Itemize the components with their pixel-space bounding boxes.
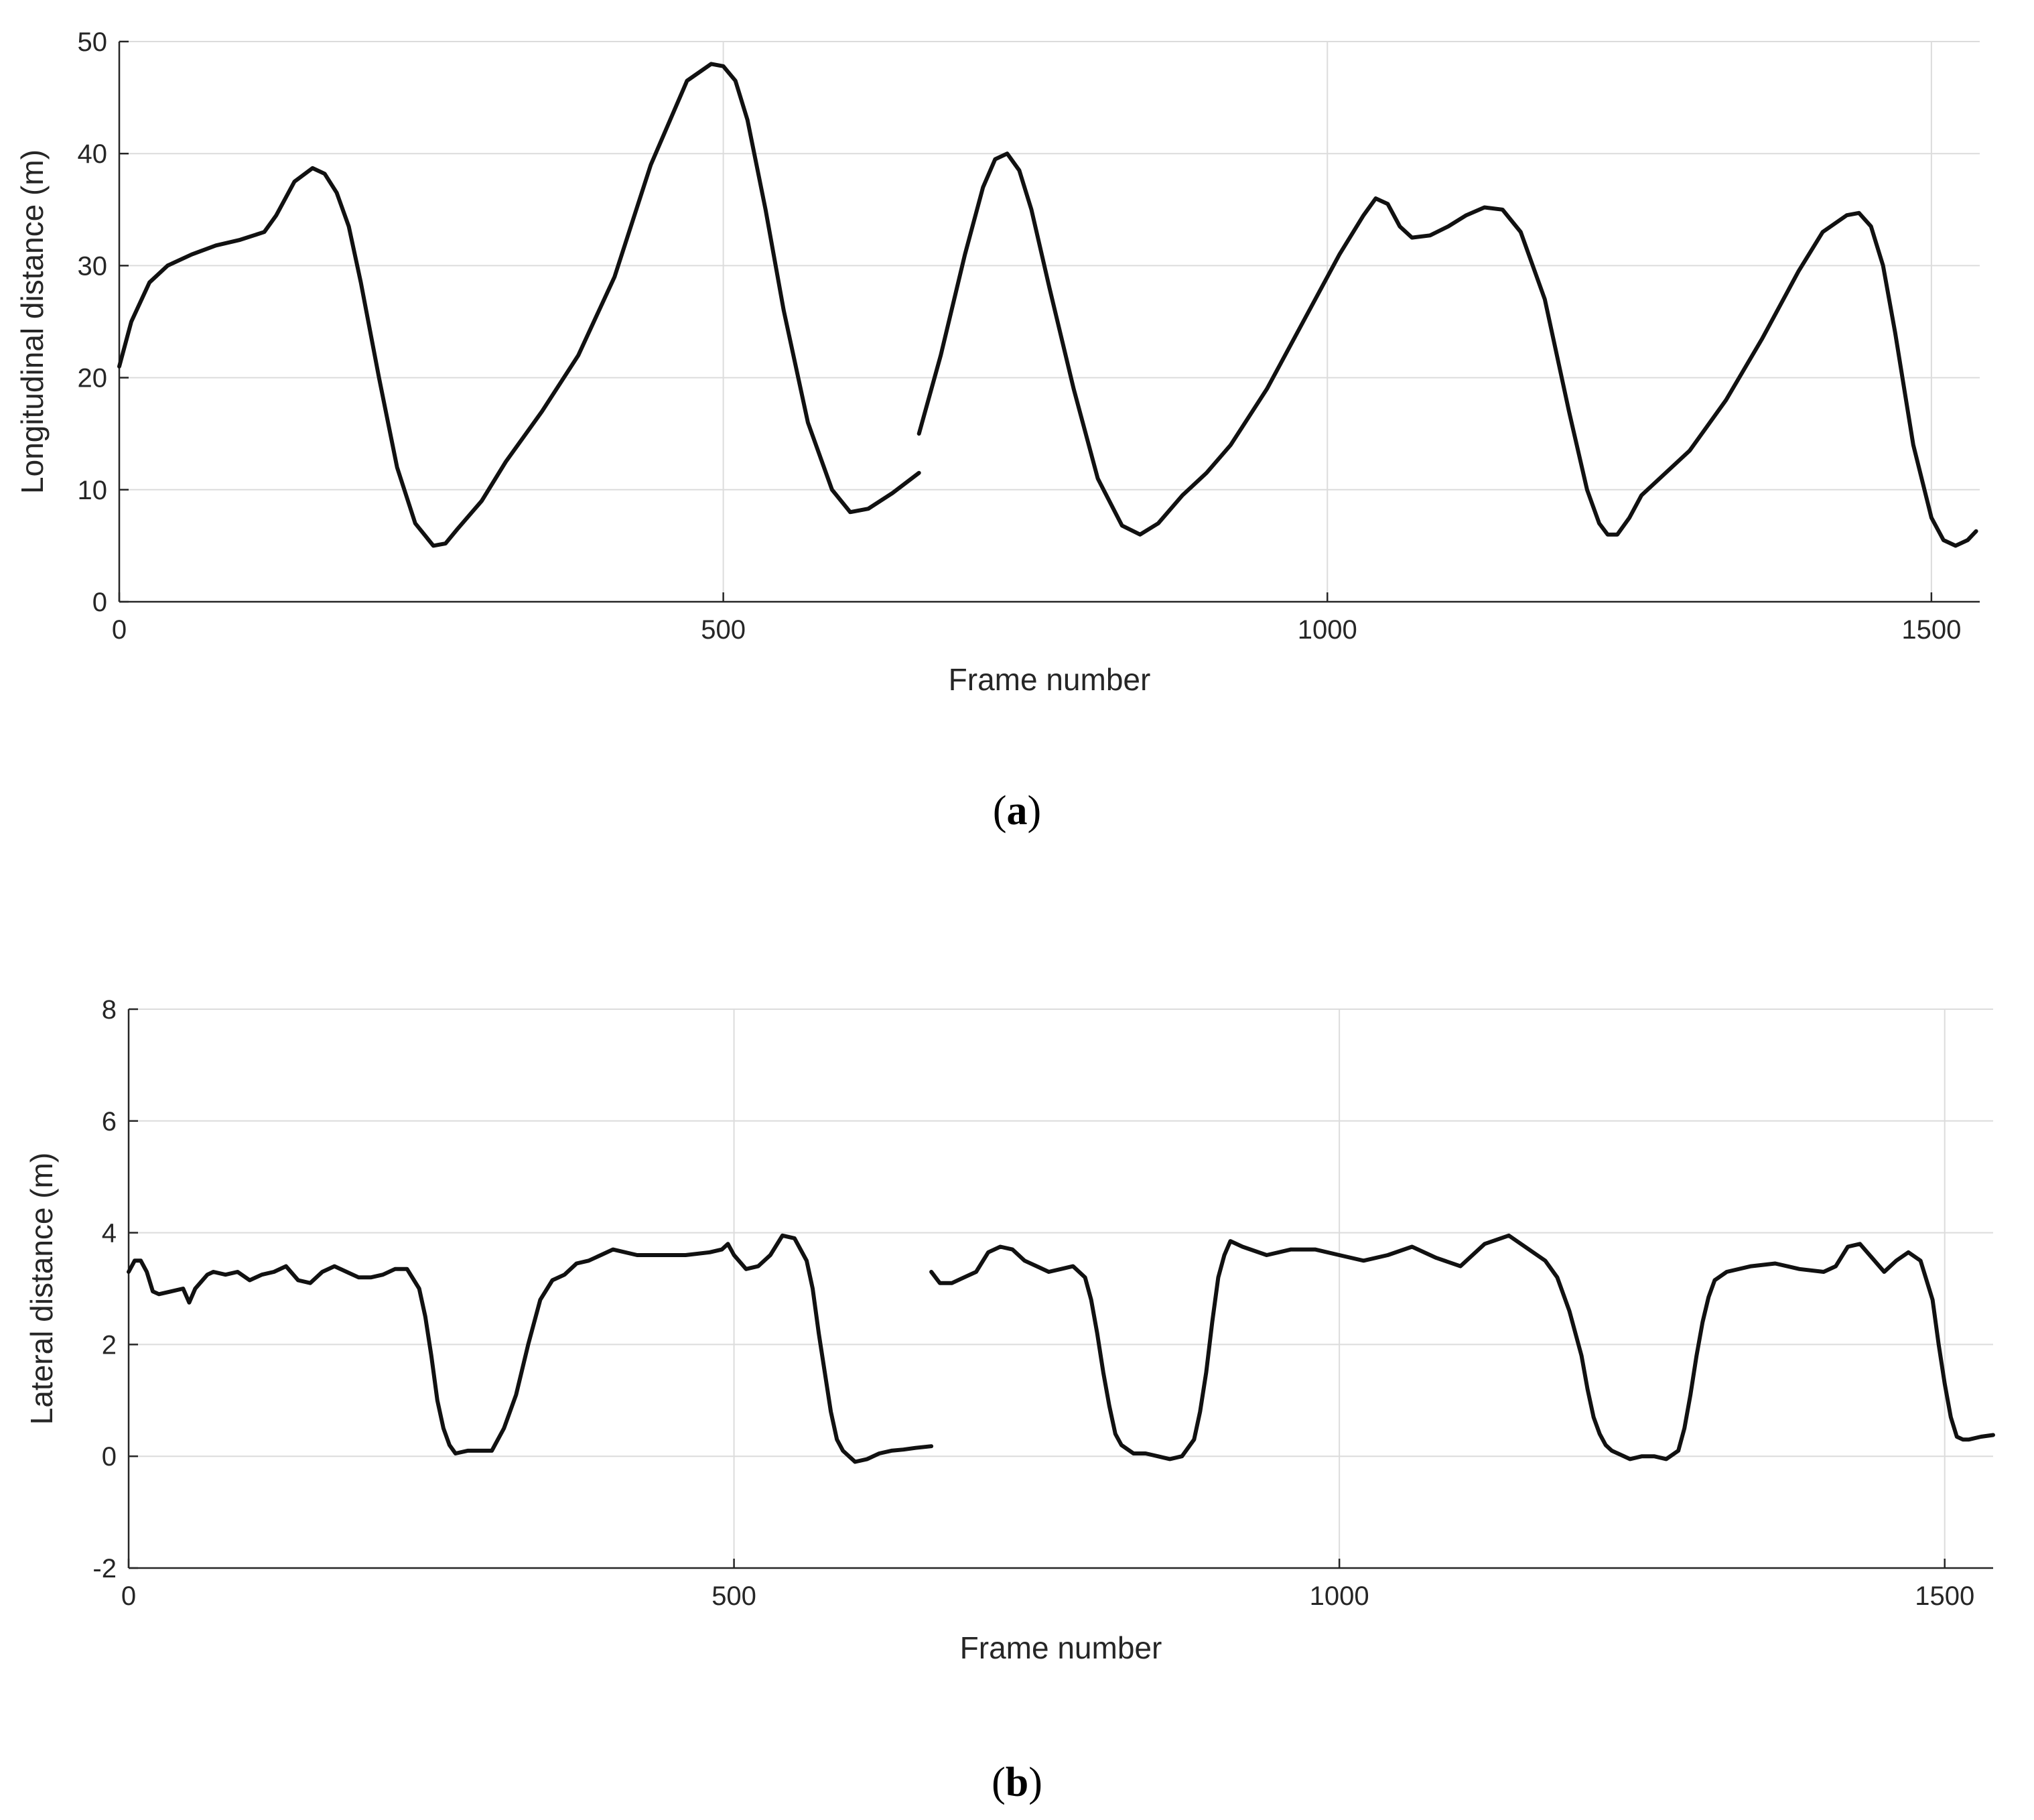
x-tick-label: 1000 — [1310, 1581, 1369, 1611]
panel-a-chart: 0 500 1000 1500 0 10 20 30 40 50 Frame number Longi… — [15, 27, 1980, 834]
y-tick-label: 4 — [102, 1219, 117, 1248]
x-tick-label: 1500 — [1915, 1581, 1974, 1611]
y-tick-label: 20 — [78, 364, 108, 393]
y-tick-label: 0 — [102, 1442, 117, 1472]
data-series-line — [917, 151, 1978, 548]
y-tick-label: 10 — [78, 476, 108, 505]
y-tick-label: 50 — [78, 27, 108, 57]
panel-label: (b) — [992, 1760, 1042, 1805]
x-tick-label: 0 — [121, 1581, 136, 1611]
y-tick-label: 2 — [102, 1330, 117, 1360]
x-tick-label: 500 — [711, 1581, 756, 1611]
x-tick-label: 0 — [112, 615, 127, 645]
x-axis-label: Frame number — [949, 662, 1151, 697]
y-axis-label: Lateral distance (m) — [24, 1153, 59, 1425]
y-tick-label: 8 — [102, 995, 117, 1025]
x-tick-label: 1500 — [1901, 615, 1961, 645]
y-tick-label: 0 — [92, 588, 107, 617]
data-series-line — [117, 62, 921, 548]
data-series-line — [929, 1233, 1995, 1461]
y-tick-label: 30 — [78, 251, 108, 281]
panel-letter: b — [1006, 1760, 1028, 1805]
y-tick-label: -2 — [92, 1554, 117, 1583]
data-series-line — [127, 1233, 934, 1464]
y-axis-label: Longitudinal distance (m) — [15, 149, 50, 494]
panel-letter: a — [1007, 788, 1028, 834]
y-tick-label: 6 — [102, 1107, 117, 1136]
y-tick-label: 40 — [78, 139, 108, 169]
panel-label: (a) — [993, 788, 1041, 834]
x-tick-label: 500 — [701, 615, 746, 645]
x-axis-label: Frame number — [960, 1630, 1162, 1665]
x-tick-label: 1000 — [1298, 615, 1357, 645]
